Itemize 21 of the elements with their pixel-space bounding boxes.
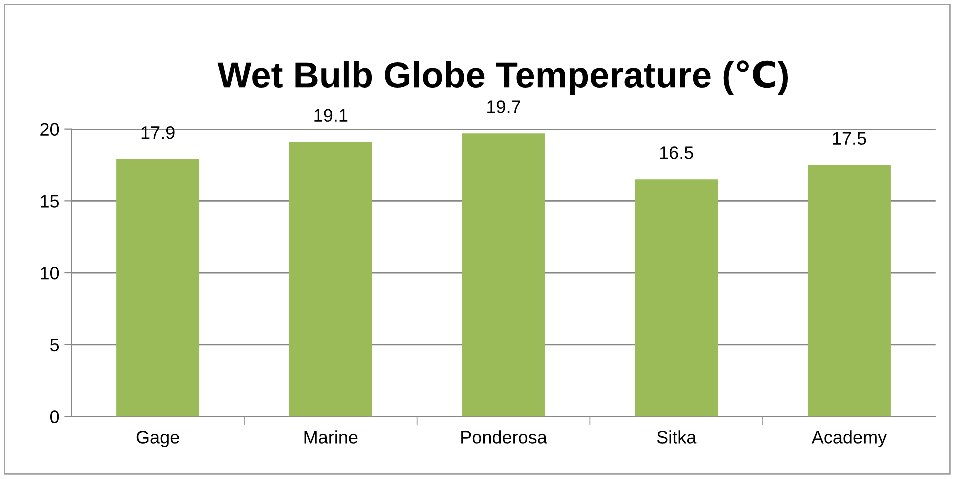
y-tick-label: 10 <box>41 266 60 280</box>
data-label: 17.9 <box>142 126 175 140</box>
x-tick-label: Academy <box>812 430 888 448</box>
bar <box>635 180 718 417</box>
data-label: 19.7 <box>488 100 520 114</box>
data-label: 17.5 <box>833 132 866 146</box>
x-tick-label: Ponderosa <box>462 430 548 444</box>
data-label: 19.1 <box>314 109 348 122</box>
bar <box>808 165 891 417</box>
data-label: 16.5 <box>660 146 694 160</box>
y-tick-label: 5 <box>50 339 60 352</box>
chart-title: Wet Bulb Globe Temperature (℃) <box>218 60 788 96</box>
x-tick-label: Sitka <box>657 430 697 444</box>
y-tick-label: 20 <box>40 123 60 136</box>
y-tick-label: 0 <box>50 410 60 424</box>
bar <box>289 142 372 417</box>
x-tick-label: Marine <box>304 430 358 444</box>
bar <box>116 160 200 417</box>
y-tick-label: 15 <box>41 195 60 208</box>
bar <box>462 134 546 417</box>
x-tick-label: Gage <box>136 431 180 448</box>
